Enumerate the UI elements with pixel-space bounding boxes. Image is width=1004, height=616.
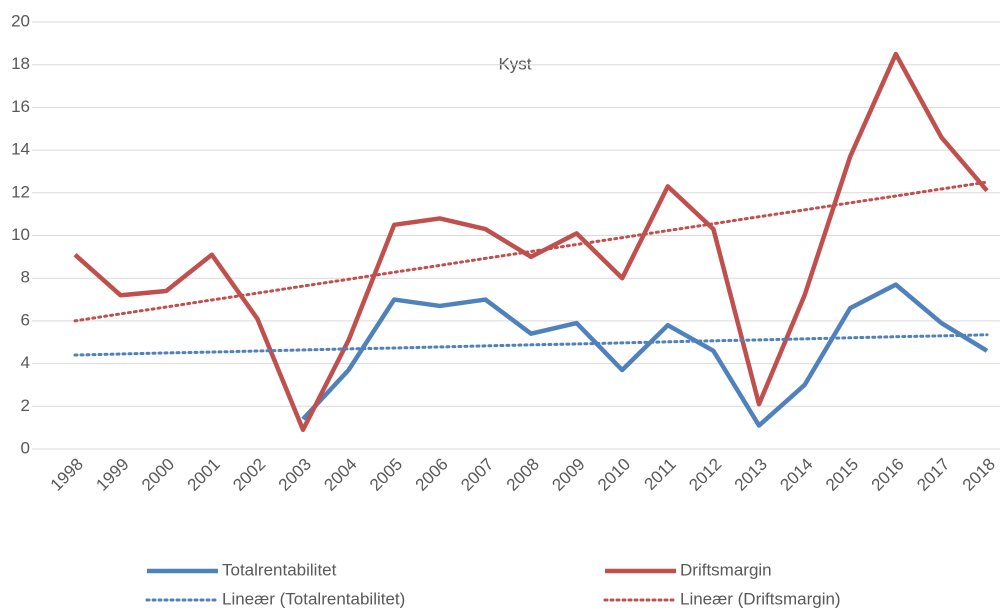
chart-title: Kyst: [498, 54, 531, 73]
x-tick-label: 2004: [320, 455, 360, 495]
x-tick-label: 2009: [548, 455, 588, 495]
x-tick-label: 2006: [412, 455, 452, 495]
y-tick-label: 6: [21, 310, 30, 329]
x-tick-label: 2010: [594, 455, 634, 495]
x-tick-label: 2002: [229, 455, 269, 495]
legend-label: Lineær (Driftsmargin): [680, 589, 841, 608]
x-tick-label: 1998: [47, 455, 87, 495]
legend-label: Lineær (Totalrentabilitet): [222, 589, 405, 608]
series-line: [73, 51, 989, 433]
x-tick-label: 2011: [641, 455, 680, 494]
series-line: [73, 180, 989, 323]
y-tick-label: 4: [21, 353, 30, 372]
x-tick-label: 2005: [366, 455, 406, 495]
y-tick-label: 20: [11, 11, 30, 30]
x-tick-label: 2016: [868, 455, 908, 495]
x-tick-label: 2003: [275, 455, 315, 495]
x-tick-label: 1999: [92, 455, 132, 495]
x-tick-label: 2013: [731, 455, 771, 495]
x-tick-label: 2018: [959, 455, 999, 495]
x-tick-label: 2012: [685, 455, 725, 495]
legend-label: Driftsmargin: [680, 560, 772, 579]
y-tick-label: 8: [21, 268, 30, 287]
x-tick-label: 2008: [503, 455, 543, 495]
series-line: [73, 333, 989, 357]
y-tick-label: 12: [11, 182, 30, 201]
x-tick-label: 2000: [138, 455, 178, 495]
legend-label: Totalrentabilitet: [222, 560, 337, 579]
y-tick-label: 16: [11, 97, 30, 116]
x-tick-label: 2001: [184, 455, 224, 495]
y-tick-label: 18: [11, 54, 30, 73]
x-tick-label: 2017: [913, 455, 953, 495]
y-tick-label: 14: [11, 140, 30, 159]
x-tick-label: 2014: [776, 455, 816, 495]
y-tick-label: 0: [21, 438, 30, 457]
y-tick-label: 10: [11, 225, 30, 244]
series-line: [301, 282, 989, 428]
x-tick-label: 2007: [457, 455, 497, 495]
x-tick-label: 2015: [822, 455, 862, 495]
y-tick-label: 2: [21, 396, 30, 415]
